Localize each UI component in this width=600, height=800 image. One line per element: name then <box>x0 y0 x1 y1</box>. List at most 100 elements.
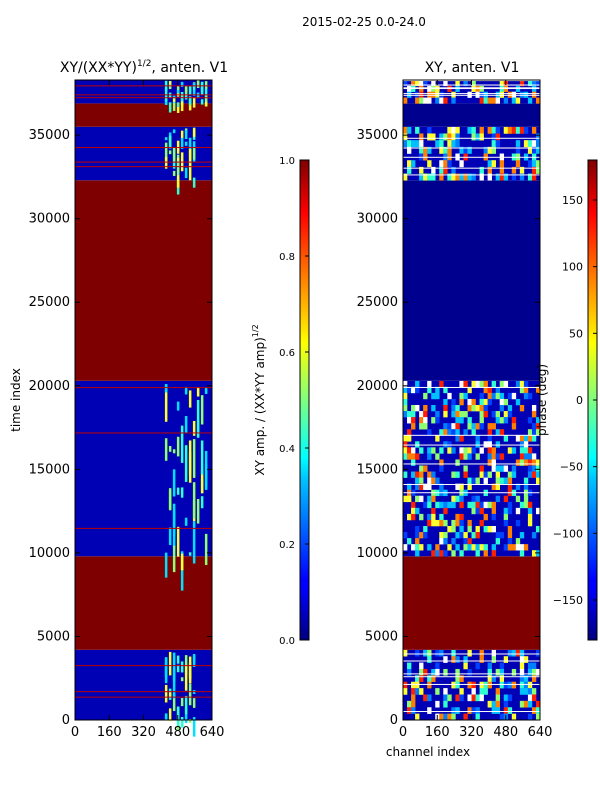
heatmap-cell <box>455 495 460 503</box>
heatmap-cell <box>204 533 208 566</box>
heatmap-cell <box>411 513 416 521</box>
heatmap-cell <box>535 423 541 430</box>
heatmap-cell <box>451 173 456 181</box>
heatmap-cell <box>431 668 436 676</box>
heatmap-cell <box>451 404 456 412</box>
heatmap-cell <box>415 538 420 545</box>
heatmap-cell <box>443 97 448 104</box>
heatmap-cell <box>463 411 468 418</box>
heatmap-cell <box>443 80 448 87</box>
heatmap-cell <box>515 126 521 134</box>
heatmap-cell <box>184 664 188 691</box>
heatmap-cell <box>479 404 484 412</box>
heatmap-cell <box>184 167 188 179</box>
heatmap-cell <box>459 435 464 442</box>
heatmap-cell <box>196 499 200 524</box>
x-tick-label: 0 <box>71 725 79 740</box>
heatmap-cell <box>511 126 517 134</box>
heatmap-cell <box>192 82 196 88</box>
heatmap-cell <box>483 91 488 98</box>
heatmap-cell <box>475 550 480 557</box>
heatmap-cell <box>511 97 517 104</box>
heatmap-cell <box>507 532 513 539</box>
heatmap-cell <box>503 694 509 702</box>
heatmap-cell <box>172 503 176 537</box>
heatmap-cell <box>535 477 541 484</box>
heatmap-cell <box>527 662 533 670</box>
heatmap-line <box>75 432 212 434</box>
heatmap-cell <box>447 423 452 430</box>
heatmap-cell <box>479 507 484 515</box>
heatmap-cell <box>403 688 408 695</box>
heatmap-cell <box>483 146 488 154</box>
heatmap-cell <box>427 649 432 657</box>
heatmap-cell <box>515 97 521 104</box>
heatmap-cell <box>411 707 416 714</box>
heatmap-cell <box>443 688 448 695</box>
heatmap-cell <box>180 487 184 498</box>
heatmap-cell <box>415 525 420 533</box>
heatmap-cell <box>447 146 452 154</box>
heatmap-cell <box>523 477 529 484</box>
heatmap-cell <box>435 550 440 557</box>
heatmap-cell <box>483 386 488 394</box>
heatmap-cell <box>443 538 448 545</box>
heatmap-cell <box>164 713 168 720</box>
heatmap-cell <box>407 91 412 98</box>
heatmap-cell <box>435 140 440 148</box>
heatmap-cell <box>431 550 436 557</box>
right-colorbar: phase (deg) 150 100 50 0 −50 −100 −150 <box>535 159 598 641</box>
heatmap-cell <box>483 525 488 533</box>
heatmap-cell <box>435 435 440 442</box>
heatmap-cell <box>511 423 517 430</box>
heatmap-cell <box>499 160 505 168</box>
heatmap-cell <box>471 501 476 509</box>
heatmap-cell <box>419 471 424 478</box>
heatmap-cell <box>471 80 476 87</box>
heatmap-cell <box>519 441 525 448</box>
heatmap-cell <box>403 97 408 104</box>
heatmap-cell <box>176 160 180 176</box>
heatmap-cell <box>535 133 541 141</box>
heatmap-cell <box>471 429 476 436</box>
heatmap-cell <box>192 86 196 91</box>
heatmap-cell <box>180 425 184 463</box>
heatmap-line <box>403 444 540 446</box>
heatmap-cell <box>431 133 436 141</box>
heatmap-cell <box>439 146 444 154</box>
heatmap-cell <box>483 501 488 509</box>
heatmap-cell <box>455 140 460 148</box>
y-tick-label: 25000 <box>29 295 70 310</box>
heatmap-cell <box>451 519 456 527</box>
heatmap-cell <box>499 532 505 539</box>
heatmap-cell <box>176 436 180 457</box>
heatmap-cell <box>491 423 496 430</box>
heatmap-cell <box>527 713 533 721</box>
heatmap-cell <box>527 668 533 676</box>
heatmap-cell <box>467 398 472 406</box>
heatmap-cell <box>519 404 525 412</box>
heatmap-cell <box>411 544 416 551</box>
heatmap-cell <box>535 465 541 472</box>
heatmap-cell <box>411 688 416 695</box>
heatmap-cell <box>503 126 509 134</box>
heatmap-cell <box>419 688 424 695</box>
heatmap-cell <box>491 160 496 168</box>
heatmap-cell <box>519 532 525 539</box>
heatmap-cell <box>451 97 456 104</box>
left-y-axis-label: time index <box>9 368 23 432</box>
heatmap-cell <box>407 483 412 490</box>
heatmap-cell <box>435 688 440 695</box>
heatmap-cell <box>519 662 525 670</box>
heatmap-cell <box>188 671 192 679</box>
y-tick-label: 10000 <box>357 546 398 561</box>
heatmap-cell <box>415 97 420 104</box>
heatmap-cell <box>419 483 424 490</box>
heatmap-cell <box>503 465 509 472</box>
heatmap-cell <box>204 81 208 89</box>
heatmap-line <box>75 166 212 168</box>
heatmap-cell <box>535 80 541 87</box>
heatmap-cell <box>487 662 492 670</box>
heatmap-cell <box>483 544 488 551</box>
heatmap-cell <box>435 649 440 657</box>
